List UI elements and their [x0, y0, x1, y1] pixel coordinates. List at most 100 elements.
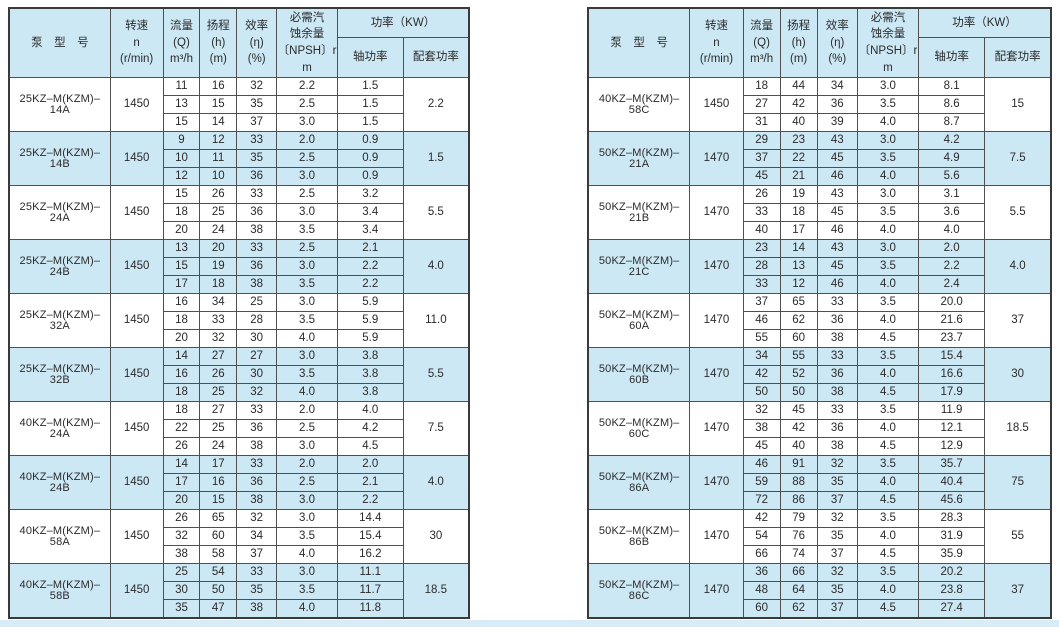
npsh-cell: 3.5	[856, 203, 920, 222]
efficiency-cell: 36	[816, 365, 858, 384]
table-row: 50KZ–M(KZM)–21C 1470 23 14 43 3.0 2.0 4.0	[587, 239, 1052, 294]
flow-cell: 22	[162, 419, 201, 438]
head-cell: 16	[199, 77, 238, 96]
flow-cell: 16	[162, 365, 201, 384]
efficiency-cell: 38	[236, 491, 278, 510]
table-row: 50KZ–M(KZM)–60C 1470 32 45 33 3.5 11.9 18.5	[587, 401, 1052, 456]
efficiency-cell: 35	[236, 95, 278, 114]
npsh-cell: 4.0	[276, 383, 338, 402]
npsh-cell: 4.0	[856, 167, 920, 186]
flow-cell: 27	[742, 95, 781, 114]
shaft-power-cell: 4.2	[336, 419, 404, 438]
table-row: 66 74 37 4.5 35.9	[588, 545, 1051, 564]
shaft-power-cell: 4.2	[918, 131, 986, 150]
efficiency-cell: 45	[816, 203, 858, 222]
flow-cell: 45	[742, 437, 781, 456]
npsh-cell: 4.0	[276, 599, 338, 619]
shaft-power-cell: 5.9	[336, 329, 404, 348]
efficiency-cell: 30	[236, 365, 278, 384]
model-cell: 50KZ–M(KZM)–86B	[587, 509, 691, 564]
table-row: 30 50 35 3.5 11.7	[9, 581, 469, 600]
table-row: 40KZ–M(KZM)–58B 1450 25 54 33 3.0 11.1 18.5	[8, 563, 470, 619]
table-row: 50KZ–M(KZM)–21A 1470 29 23 43 3.0 4.2 7.5	[587, 131, 1052, 186]
npsh-cell: 4.0	[856, 527, 920, 546]
flow-cell: 16	[162, 293, 201, 312]
efficiency-cell: 36	[816, 419, 858, 438]
flow-cell: 28	[742, 257, 781, 276]
matched-power-cell: 5.5	[984, 185, 1052, 240]
flow-cell: 18	[162, 203, 201, 222]
head-cell: 25	[199, 203, 238, 222]
col-header-flow: 流量 (Q) m³/h	[162, 7, 201, 78]
npsh-cell: 3.0	[276, 293, 338, 312]
head-cell: 15	[199, 95, 238, 114]
efficiency-cell: 36	[236, 473, 278, 492]
table-row: 20 24 38 3.5 3.4	[9, 221, 469, 240]
npsh-cell: 2.5	[276, 185, 338, 204]
flow-cell: 38	[742, 419, 781, 438]
matched-power-cell: 75	[984, 455, 1052, 510]
flow-cell: 26	[742, 185, 781, 204]
efficiency-cell: 36	[236, 257, 278, 276]
table-row: 28 13 45 3.5 2.2	[588, 257, 1051, 276]
efficiency-cell: 46	[816, 275, 858, 294]
flow-cell: 25	[162, 563, 201, 582]
efficiency-cell: 27	[236, 347, 278, 366]
flow-cell: 23	[742, 239, 781, 258]
shaft-power-cell: 3.4	[336, 221, 404, 240]
shaft-power-cell: 11.8	[336, 599, 404, 619]
flow-cell: 10	[162, 149, 201, 168]
npsh-cell: 4.5	[856, 491, 920, 510]
efficiency-cell: 35	[816, 473, 858, 492]
table-row: 40KZ–M(KZM)–24A 1450 18 27 33 2.0 4.0 7.5	[8, 401, 470, 456]
npsh-cell: 3.0	[276, 563, 338, 582]
col-header-flow: 流量 (Q) m³/h	[742, 7, 781, 78]
shaft-power-cell: 2.2	[336, 491, 404, 510]
head-cell: 86	[779, 491, 818, 510]
shaft-power-cell: 0.9	[336, 167, 404, 186]
shaft-power-cell: 3.2	[336, 185, 404, 204]
flow-cell: 60	[742, 599, 781, 619]
head-cell: 88	[779, 473, 818, 492]
speed-cell: 1450	[109, 401, 164, 456]
npsh-cell: 4.0	[856, 419, 920, 438]
speed-cell: 1470	[689, 239, 744, 294]
flow-cell: 20	[162, 329, 201, 348]
col-header-model: 泵 型 号	[8, 7, 111, 78]
npsh-cell: 4.0	[276, 329, 338, 348]
col-header-npsh: 必需汽 蚀余量 〔NPSH〕r m	[856, 7, 920, 78]
col-header-efficiency: 效率 (η) (%)	[816, 7, 858, 78]
shaft-power-cell: 14.4	[336, 509, 404, 528]
head-cell: 65	[199, 509, 238, 528]
shaft-power-cell: 16.6	[918, 365, 986, 384]
npsh-cell: 4.0	[856, 275, 920, 294]
flow-cell: 29	[742, 131, 781, 150]
model-cell: 50KZ–M(KZM)–86A	[587, 455, 691, 510]
col-header-matched-power: 配套功率	[984, 37, 1052, 78]
efficiency-cell: 33	[236, 455, 278, 474]
efficiency-cell: 33	[236, 563, 278, 582]
efficiency-cell: 28	[236, 311, 278, 330]
table-row: 15 14 37 3.0 1.5	[9, 113, 469, 132]
head-cell: 13	[779, 257, 818, 276]
head-cell: 12	[779, 275, 818, 294]
npsh-cell: 2.5	[276, 149, 338, 168]
npsh-cell: 4.0	[856, 473, 920, 492]
table-row: 33 12 46 4.0 2.4	[588, 275, 1051, 294]
matched-power-cell: 30	[984, 347, 1052, 402]
efficiency-cell: 43	[816, 185, 858, 204]
table-row: 40KZ–M(KZM)–24B 1450 14 17 33 2.0 2.0 4.0	[8, 455, 470, 510]
efficiency-cell: 37	[816, 491, 858, 510]
npsh-cell: 3.0	[856, 77, 920, 96]
efficiency-cell: 35	[816, 527, 858, 546]
speed-cell: 1470	[689, 401, 744, 456]
shaft-power-cell: 35.9	[918, 545, 986, 564]
shaft-power-cell: 11.1	[336, 563, 404, 582]
table-row: 10 11 35 2.5 0.9	[9, 149, 469, 168]
flow-cell: 45	[742, 167, 781, 186]
head-cell: 33	[199, 311, 238, 330]
npsh-cell: 2.2	[276, 77, 338, 96]
table-row: 16 26 30 3.5 3.8	[9, 365, 469, 384]
table-row: 50KZ–M(KZM)–86A 1470 46 91 32 3.5 35.7 75	[587, 455, 1052, 510]
